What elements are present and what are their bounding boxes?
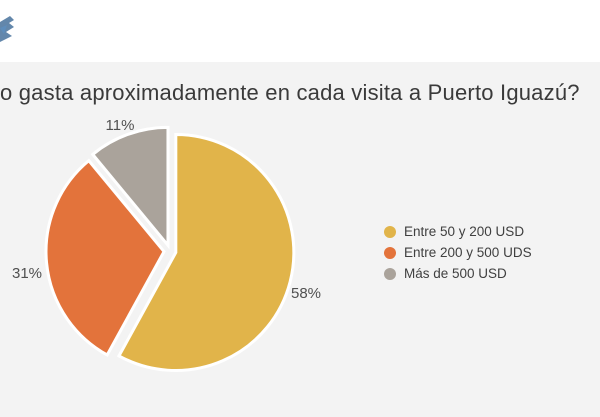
pie-slice-2 (44, 158, 166, 358)
legend-swatch-1 (384, 225, 396, 238)
institution-logo-icon (0, 16, 14, 42)
legend-swatch-2 (384, 246, 396, 259)
legend-label-3: Más de 500 USD (404, 266, 507, 281)
legend-item-1: Entre 50 y 200 USD (384, 221, 532, 242)
legend-item-3: Más de 500 USD (384, 263, 532, 284)
chart-title: o gasta aproximadamente en cada visita a… (0, 80, 580, 105)
header-band (0, 0, 600, 62)
legend-label-2: Entre 200 y 500 UDS (404, 245, 532, 260)
legend-label-1: Entre 50 y 200 USD (404, 224, 525, 239)
pie-slice-1 (116, 132, 296, 372)
legend-item-2: Entre 200 y 500 UDS (384, 242, 532, 263)
legend-swatch-3 (384, 267, 396, 280)
pie-slice-3 (90, 125, 170, 250)
data-label-3: 11% (106, 117, 135, 134)
legend: Entre 50 y 200 USD Entre 200 y 500 UDS Más… (384, 221, 532, 284)
data-label-2: 31% (12, 265, 42, 282)
data-label-1: 58% (291, 285, 321, 302)
